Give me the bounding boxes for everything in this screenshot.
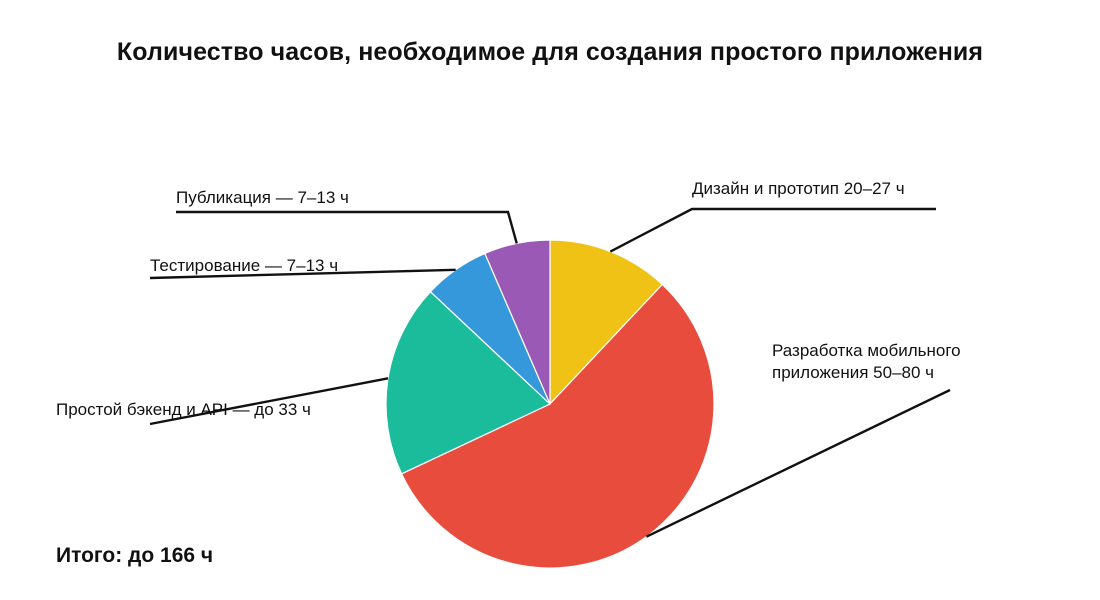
leader-lines (149, 207, 951, 538)
leader-line-3 (149, 268, 456, 280)
slice-labels: Дизайн и прототип 20–27 ч Разработка моби… (56, 179, 961, 419)
slice-label-1: Разработка мобильного приложения 50–80 ч (772, 341, 961, 382)
slice-label-2: Простой бэкенд и API — до 33 ч (56, 400, 311, 419)
pie-slice-1 (400, 283, 715, 569)
pie-slice-2 (385, 290, 552, 475)
chart-title: Количество часов, необходимое для создан… (116, 38, 984, 66)
slice-label-line: Простой бэкенд и API — до 33 ч (56, 400, 311, 419)
pie-slices (385, 239, 715, 569)
leader-line-2 (149, 377, 389, 426)
pie-slice-4 (484, 239, 551, 405)
slice-label-line: Разработка мобильного (772, 341, 961, 360)
slice-label-line: Дизайн и прототип 20–27 ч (692, 179, 905, 198)
slice-label-line: Тестирование — 7–13 ч (150, 256, 338, 275)
leader-line-1 (645, 388, 951, 538)
leader-line-4 (176, 210, 518, 244)
total-label: Итого: до 166 ч (56, 544, 214, 567)
slice-label-4: Публикация — 7–13 ч (176, 188, 349, 207)
slice-label-0: Дизайн и прототип 20–27 ч (692, 179, 905, 198)
leader-line-0 (609, 207, 936, 253)
slice-label-3: Тестирование — 7–13 ч (150, 256, 338, 275)
slice-label-line: Публикация — 7–13 ч (176, 188, 349, 207)
slice-label-line: приложения 50–80 ч (772, 363, 934, 382)
